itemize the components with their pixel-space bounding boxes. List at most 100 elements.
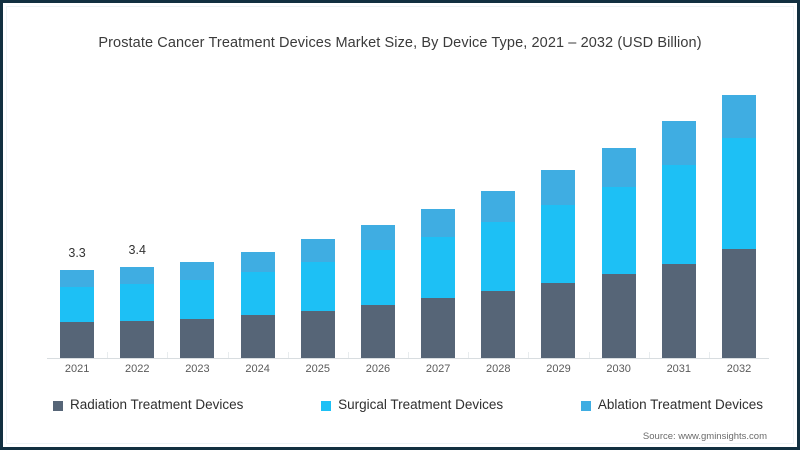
bar-category: [227, 77, 288, 358]
bar-segment-ablation[interactable]: [541, 170, 576, 206]
category-separator: [468, 352, 470, 358]
category-separator: [167, 352, 169, 358]
bar-category: [648, 77, 709, 358]
bar-segment-radiation[interactable]: [661, 263, 696, 358]
bar-segment-radiation[interactable]: [601, 274, 636, 358]
bar-segment-ablation[interactable]: [421, 208, 456, 237]
bar-segment-ablation[interactable]: [240, 252, 275, 272]
stacked-bar[interactable]: [300, 239, 335, 358]
category-separator: [648, 352, 650, 358]
bar-segment-surgical[interactable]: [60, 286, 95, 323]
category-separator: [708, 352, 710, 358]
bar-category: [708, 77, 769, 358]
bar-segment-surgical[interactable]: [421, 236, 456, 299]
bar-category: 3.4: [107, 77, 167, 358]
bar-category: 3.3: [47, 77, 107, 358]
legend-item[interactable]: Ablation Treatment Devices: [580, 397, 763, 412]
chart-canvas: Prostate Cancer Treatment Devices Market…: [6, 6, 794, 444]
legend-item-label: Radiation Treatment Devices: [70, 397, 244, 412]
category-separator: [227, 352, 229, 358]
x-tick-label-2024: 2024: [245, 363, 270, 375]
bar-segment-surgical[interactable]: [240, 271, 275, 316]
bar-segment-radiation[interactable]: [541, 283, 576, 358]
bar-category: [287, 77, 348, 358]
bar-segment-surgical[interactable]: [300, 261, 335, 311]
bar-segment-surgical[interactable]: [180, 280, 215, 320]
category-separator: [408, 352, 410, 358]
stacked-bar[interactable]: [180, 262, 215, 358]
bar-segment-radiation[interactable]: [421, 298, 456, 358]
x-tick-label-2027: 2027: [425, 363, 451, 375]
x-tick-label-2031: 2031: [666, 363, 692, 375]
category-separator: [347, 352, 349, 358]
x-tick-label-2032: 2032: [726, 363, 752, 375]
category-separator: [588, 352, 590, 358]
bar-category: [528, 77, 588, 358]
bar-segment-radiation[interactable]: [721, 249, 756, 358]
bar-segment-surgical[interactable]: [360, 249, 395, 306]
x-tick-label-2021: 2021: [64, 363, 90, 375]
category-separator: [287, 352, 289, 358]
stacked-bar[interactable]: [481, 190, 516, 358]
stacked-bar[interactable]: [661, 121, 696, 358]
bar-segment-ablation[interactable]: [481, 190, 516, 223]
bar-segment-ablation[interactable]: [60, 269, 95, 287]
bar-category: [167, 77, 227, 358]
source-caption: Source: www.gminsights.com: [642, 431, 767, 442]
bar-segment-radiation[interactable]: [60, 322, 95, 358]
bar-segment-ablation[interactable]: [360, 225, 395, 250]
legend-swatch-ablation: [580, 400, 591, 411]
chart-title: Prostate Cancer Treatment Devices Market…: [98, 35, 702, 51]
x-tick-label-2025: 2025: [305, 363, 331, 375]
bar-segment-ablation[interactable]: [601, 147, 636, 188]
category-separator: [528, 352, 530, 358]
bar-group: 3.3 3.4: [47, 77, 769, 358]
x-axis-tick-labels: 2021 2022 2023 2024 2025 2026 2027 2028 2029 2030…: [47, 363, 769, 375]
bar-segment-surgical[interactable]: [721, 137, 756, 250]
plot-area: 3.3 3.4: [47, 77, 769, 358]
bar-segment-radiation[interactable]: [481, 291, 516, 358]
bar-segment-surgical[interactable]: [481, 222, 516, 292]
x-tick-label-2023: 2023: [185, 363, 210, 375]
stacked-bar[interactable]: [601, 147, 636, 358]
legend-item[interactable]: Radiation Treatment Devices: [53, 397, 243, 412]
x-tick-label-2028: 2028: [486, 363, 511, 375]
stacked-bar[interactable]: [721, 94, 756, 358]
legend-swatch-surgical: [321, 400, 332, 411]
bar-segment-ablation[interactable]: [661, 121, 696, 166]
bar-segment-surgical[interactable]: [601, 187, 636, 275]
bar-segment-ablation[interactable]: [721, 94, 756, 138]
stacked-bar[interactable]: [360, 225, 395, 358]
chart-legend: Radiation Treatment Devices Surgical Trea…: [53, 397, 763, 412]
bar-segment-radiation[interactable]: [360, 305, 395, 358]
bar-segment-ablation[interactable]: [180, 262, 215, 281]
legend-item-label: Surgical Treatment Devices: [338, 397, 504, 412]
bar-segment-radiation[interactable]: [240, 315, 275, 358]
bar-segment-ablation[interactable]: [300, 239, 335, 262]
bar-segment-surgical[interactable]: [661, 165, 696, 264]
x-axis-line: [47, 358, 769, 359]
stacked-bar[interactable]: 3.3: [60, 246, 95, 358]
x-tick-label-2022: 2022: [125, 363, 150, 375]
bar-segment-radiation[interactable]: [180, 319, 215, 358]
stacked-bar[interactable]: [240, 252, 275, 358]
bar-segment-ablation[interactable]: [120, 267, 155, 284]
legend-swatch-radiation: [53, 400, 63, 411]
x-tick-label-2030: 2030: [606, 363, 631, 375]
bar-value-label: 3.4: [128, 243, 146, 258]
bar-category: [408, 77, 468, 358]
bar-category: [588, 77, 649, 358]
bar-value-label: 3.3: [68, 245, 86, 260]
legend-item[interactable]: Surgical Treatment Devices: [321, 397, 503, 412]
bar-segment-radiation[interactable]: [300, 310, 335, 358]
stacked-bar[interactable]: [541, 170, 576, 358]
category-separator: [107, 352, 109, 358]
x-tick-label-2029: 2029: [546, 363, 571, 375]
bar-segment-surgical[interactable]: [120, 283, 155, 321]
bar-category: [347, 77, 408, 358]
bar-segment-radiation[interactable]: [120, 320, 155, 358]
stacked-bar[interactable]: [421, 208, 456, 358]
bar-segment-surgical[interactable]: [541, 205, 576, 284]
stacked-bar[interactable]: 3.4: [120, 243, 155, 358]
